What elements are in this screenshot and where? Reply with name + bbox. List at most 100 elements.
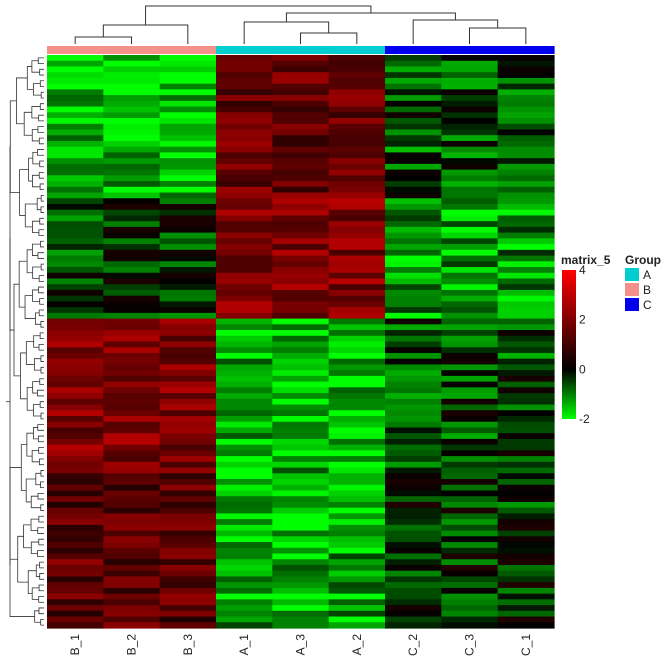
colorbar-tick-label: 4	[579, 263, 586, 277]
heatmap-cell	[47, 530, 104, 537]
heatmap-cell	[272, 421, 330, 429]
heatmap-cell	[497, 542, 555, 549]
heatmap-cell	[385, 203, 442, 211]
heatmap-cell	[159, 295, 217, 302]
heatmap-cell	[328, 467, 386, 474]
heatmap-cell	[328, 593, 386, 600]
heatmap-cell	[385, 72, 442, 79]
heatmap-cell	[216, 146, 273, 154]
heatmap-cell	[159, 318, 217, 325]
heatmap-cell	[385, 479, 442, 486]
heatmap-cell	[328, 461, 386, 469]
heatmap-cell	[272, 203, 330, 211]
heatmap-cell	[385, 112, 442, 119]
heatmap-cell	[328, 244, 386, 251]
heatmap-cell	[497, 238, 555, 245]
heatmap-cell	[272, 381, 330, 388]
heatmap-cell	[328, 496, 386, 503]
heatmap-cell	[385, 146, 442, 154]
heatmap-cell	[441, 536, 499, 543]
heatmap-cell	[159, 244, 217, 251]
heatmap-cell	[159, 112, 217, 119]
heatmap-cell	[216, 301, 273, 308]
group-annotation-cell	[159, 46, 217, 54]
heatmap-cell	[441, 249, 499, 257]
heatmap-cell	[159, 559, 217, 566]
heatmap-cell	[47, 513, 104, 520]
heatmap-cell	[328, 381, 386, 388]
heatmap-cell	[47, 118, 104, 125]
heatmap-cell	[385, 272, 442, 280]
heatmap-cell	[216, 72, 273, 79]
heatmap-cell	[159, 519, 217, 526]
heatmap-cell	[497, 77, 555, 85]
heatmap-cell	[103, 387, 161, 394]
heatmap-cell	[159, 60, 217, 68]
heatmap-cell	[385, 587, 442, 595]
heatmap-cell	[497, 375, 555, 383]
heatmap-cell	[385, 55, 442, 62]
heatmap-cell	[216, 118, 273, 125]
heatmap-cell	[497, 261, 555, 268]
heatmap-cell	[497, 473, 555, 480]
heatmap-cell	[47, 473, 104, 480]
heatmap-cell	[159, 129, 217, 136]
heatmap-cell	[216, 330, 273, 337]
dendrogram-branch	[34, 610, 41, 623]
heatmap-cell	[47, 576, 104, 583]
heatmap-cell	[159, 66, 217, 73]
heatmap-cell	[47, 582, 104, 589]
heatmap-cell	[272, 289, 330, 297]
heatmap-cell	[47, 100, 104, 108]
heatmap-cell	[216, 175, 273, 182]
heatmap-cell	[385, 60, 442, 68]
heatmap-cell	[272, 140, 330, 148]
heatmap-cell	[497, 295, 555, 302]
heatmap-cell	[103, 83, 161, 90]
heatmap-cell	[272, 83, 330, 90]
heatmap-cell	[441, 622, 499, 629]
heatmap-cell	[441, 324, 499, 331]
heatmap-cell	[441, 610, 499, 618]
heatmap-cell	[328, 599, 386, 606]
heatmap-cell	[216, 444, 273, 451]
dendrogram-branch	[300, 32, 358, 44]
heatmap-cell	[47, 352, 104, 360]
heatmap-cell	[497, 221, 555, 228]
heatmap-cell	[441, 467, 499, 474]
heatmap-cell	[47, 461, 104, 469]
heatmap-cell	[497, 547, 555, 555]
heatmap-cell	[385, 536, 442, 543]
dendrogram-branch	[39, 217, 44, 225]
heatmap-cell	[272, 238, 330, 245]
heatmap-cell	[103, 484, 161, 492]
heatmap-cell	[272, 599, 330, 606]
heatmap-cell	[159, 587, 217, 595]
heatmap-cell	[328, 284, 386, 291]
column-dendrogram	[74, 5, 527, 44]
heatmap-cell	[328, 610, 386, 618]
heatmap-cell	[272, 341, 330, 348]
dendrogram-branch	[285, 12, 456, 22]
heatmap-cell	[103, 513, 161, 520]
heatmap-cell	[103, 232, 161, 239]
heatmap-cell	[216, 427, 273, 434]
heatmap-cell	[272, 387, 330, 394]
heatmap-cell	[103, 479, 161, 486]
heatmap-cell	[385, 255, 442, 262]
heatmap-cell	[441, 209, 499, 217]
heatmap-cell	[216, 461, 273, 469]
column-label: B_2	[125, 634, 139, 656]
heatmap-cell	[385, 232, 442, 239]
heatmap-cell	[216, 616, 273, 623]
heatmap-cell	[497, 421, 555, 429]
heatmap-cell	[441, 255, 499, 262]
heatmap-cell	[47, 570, 104, 578]
heatmap-cell	[497, 284, 555, 291]
heatmap-cell	[103, 599, 161, 606]
heatmap-cell	[328, 330, 386, 337]
heatmap-cell	[497, 324, 555, 331]
dendrogram-branch	[37, 527, 44, 534]
heatmap-cell	[47, 559, 104, 566]
